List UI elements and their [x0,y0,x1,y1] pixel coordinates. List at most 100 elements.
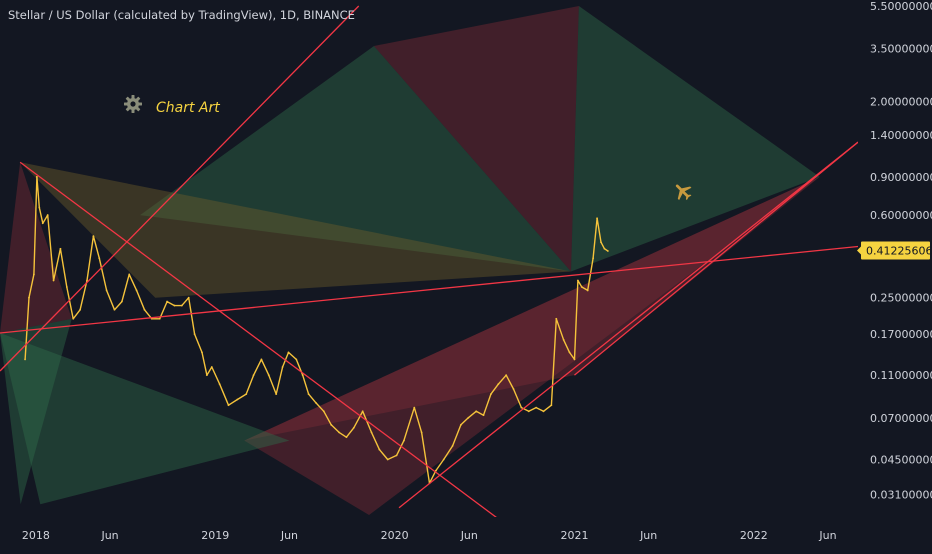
price-point [113,308,116,311]
price-point [79,308,81,311]
price-point [420,431,423,434]
price-point [352,426,355,429]
price-point [143,308,146,311]
price-point [135,289,138,292]
drawing-triangle-red[interactable] [0,162,72,333]
price-point [434,469,437,472]
price-point [260,358,263,361]
drawing-triangle-red[interactable] [244,176,820,515]
price-point [361,410,364,413]
price-point [173,304,176,307]
y-tick-label: 0.11000000 [870,369,932,382]
drawing-triangle-green[interactable] [0,332,290,505]
price-point [295,358,298,361]
airplane-icon-glyph [675,184,692,201]
y-tick-label: 0.03100000 [870,489,932,502]
price-point [218,383,221,386]
price-point [180,304,183,307]
price-point [600,241,602,244]
price-point [403,439,405,442]
price-point [86,279,88,282]
x-tick-label: 2021 [560,529,588,542]
y-tick-label: 1.40000000 [870,129,932,142]
price-point [24,358,26,361]
current-price-label: 0.41225606 [866,245,932,258]
x-tick-label: Jun [818,529,836,542]
gear-icon-glyph [124,95,142,113]
drawing-triangle-red[interactable] [373,6,579,272]
chart-title: Stellar / US Dollar (calculated by Tradi… [8,8,355,22]
trend-line[interactable] [0,5,360,372]
trend-line[interactable] [398,141,858,509]
airplane-icon[interactable] [672,180,694,202]
price-point [92,235,95,238]
price-point [52,279,55,282]
price-point [205,374,208,377]
price-point [46,214,49,216]
trend-line[interactable] [574,141,858,376]
y-tick-label: 0.90000000 [870,171,932,184]
price-point [535,406,538,409]
y-tick-label: 0.07000000 [870,412,932,425]
y-tick-label: 0.25000000 [870,292,932,305]
price-point [542,410,545,413]
price-point [460,423,462,426]
x-tick-label: Jun [460,529,478,542]
drawing-triangle-olive[interactable] [20,162,572,298]
price-point [236,398,239,401]
price-point [338,431,340,434]
y-tick-label: 2.00000000 [870,95,932,108]
x-tick-label: 2022 [740,529,768,542]
x-tick-label: 2019 [201,529,229,542]
price-point [105,289,108,292]
price-point [59,247,62,250]
price-point [475,410,478,413]
trend-line[interactable] [19,161,504,523]
price-point [307,393,310,396]
drawing-triangle-green[interactable] [571,6,820,272]
price-point [120,300,123,303]
price-point [72,317,75,320]
y-tick-label: 5.50000000 [870,0,932,13]
drawing-triangle-green[interactable] [140,45,572,272]
price-point [41,222,44,225]
price-point [267,374,270,377]
x-tick-label: Jun [639,529,657,542]
price-point [98,257,101,260]
drawing-triangle-green[interactable] [0,318,72,505]
chart-art-label: Chart Art [156,100,220,116]
price-point [596,217,598,220]
price-point [281,366,284,368]
price-point [550,404,553,407]
price-point [562,338,565,341]
gear-icon[interactable] [123,94,143,114]
price-point [573,358,576,361]
x-tick-label: 2020 [381,529,409,542]
price-point [497,383,500,386]
price-point [201,351,203,354]
trend-lines [0,5,858,523]
price-point [370,431,373,434]
price-point [128,273,131,276]
price-point [386,458,389,461]
current-price-badge-pointer [857,246,861,255]
price-series [24,175,609,485]
price-point [467,416,470,419]
price-point [28,296,30,299]
price-point [451,444,454,447]
price-point [301,374,304,377]
price-point [322,410,325,413]
price-point [586,289,589,292]
price-point [505,374,508,377]
price-point [512,388,515,390]
price-point [252,374,255,377]
x-tick-label: 2018 [22,529,50,542]
price-point [245,393,248,396]
trend-line[interactable] [0,245,858,334]
y-tick-label: 0.60000000 [870,209,932,222]
price-point [520,406,523,409]
drawing-triangle-red[interactable] [244,176,820,441]
price-point [490,393,492,396]
